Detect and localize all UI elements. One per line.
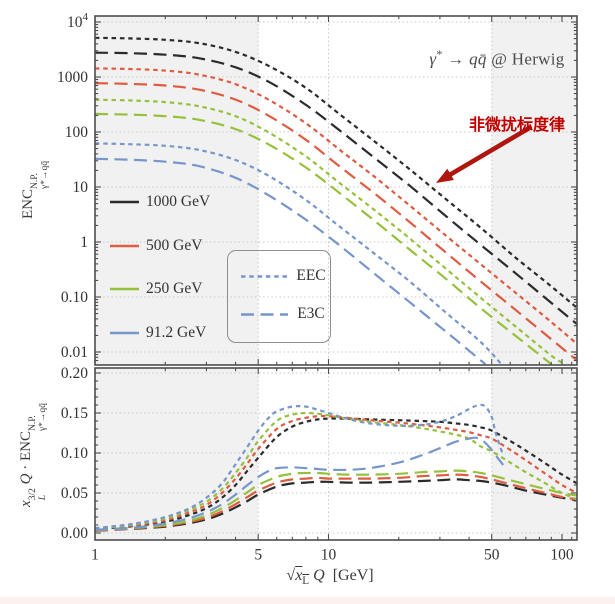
xl-radicand: x [295,567,303,584]
arrow-shaft [446,125,533,178]
curve-eec-500-gev [95,414,577,531]
tick-labels: 104 1000 100 10 1 0.10 0.01 0.00 0.05 0.10 0.15 0.2… [57,11,574,563]
curve-e3c-500-gev [95,473,577,532]
top-panel-curves [95,36,577,365]
xl-radicand-sub: L [302,575,310,588]
xl-sup: 3/2 [27,488,38,501]
annotation-arrow [436,125,533,183]
radical-sign: √ [286,567,296,584]
ytick-label-top: 1000 [57,69,88,86]
curve-e3c-1000-gev [95,51,577,326]
x-axis-label: √xL Q [GeV] [230,567,430,587]
quark-pair: qq̄ [469,49,487,69]
dot-operator: · [18,464,34,470]
y-axis-label-bottom: x 3/2 L Q · ENC N.P. γ*→qq̄ [15,355,48,555]
legend-label-e3c: E3C [297,305,325,322]
units: [GeV] [332,567,374,584]
enc-sub: γ*→qq̄ [40,161,50,189]
ytick-label-top: 0.01 [61,344,88,361]
enc-sup: N.P. [29,173,40,189]
shaded-bands [95,16,577,540]
curve-eec-250-gev [95,98,566,365]
q-var: Q [18,473,34,485]
curve-e3c-250-gev [95,469,577,532]
enc-base: ENC [20,188,36,219]
xtick-label: 10 [321,547,337,564]
curve-eec-91-2-gev [95,142,503,365]
bottom-strip [0,597,615,604]
ytick-label-top: 100 [65,124,89,141]
enc-sup: N.P. [27,415,38,432]
y-axis-label-top: ENC N.P. γ*→qq̄ [17,105,50,275]
legend-label-250gev: 250 GeV [146,280,203,297]
ytick-label-bottom: 0.00 [61,525,88,542]
xtick-label: 1 [91,547,99,564]
curve-e3c-1000-gev [95,478,577,532]
style-legend-box [227,250,331,343]
gamma-symbol: γ [429,49,437,69]
xl-var: x [18,500,34,507]
panel-frames [94,15,578,541]
ytick-label-bottom: 0.05 [61,485,88,502]
bottom-panel-curves [95,403,577,532]
legend-label-eec: EEC [296,267,326,284]
xtick-label: 5 [254,547,262,564]
bottom-panel-frame [94,367,578,541]
enc-base: ENC [18,431,34,462]
arrow-head [436,168,454,183]
q-var: Q [313,567,325,584]
curve-eec-250-gev [95,411,577,530]
ticks [94,16,577,540]
ytick-label-top: 1 [80,234,88,251]
curve-e3c-500-gev [95,82,577,362]
plot-title: γ* → qq̄ @ Herwig [413,47,581,70]
ytick-label-bottom: 0.10 [61,445,88,462]
generator-name: @ Herwig [491,49,565,69]
legend-label-1000gev: 1000 GeV [146,193,211,210]
curve-e3c-250-gev [95,112,552,365]
ytick-label-bottom: 0.20 [61,365,88,382]
ytick-label-bottom: 0.15 [61,405,88,422]
top-panel-frame [94,15,578,366]
curve-e3c-91-2-gev [95,436,505,531]
ytick-label-top: 104 [67,11,89,31]
enc-sub: γ*→qq̄ [38,403,48,432]
band [95,368,259,540]
gamma-star: * [436,47,443,61]
curve-eec-91-2-gev [95,403,505,530]
gridlines [95,16,577,540]
arrow-symbol: → [447,49,465,69]
legend-label-500gev: 500 GeV [146,237,203,254]
np-scaling-annotation: 非微扰标度律 [468,117,565,134]
band [491,368,577,540]
xtick-label: 100 [550,547,574,564]
ytick-label-top: 10 [73,179,89,196]
legend-swatches [110,200,288,335]
band [95,16,259,365]
legend-label-91gev: 91.2 GeV [146,324,207,341]
ytick-label-top: 0.10 [61,289,88,306]
xtick-label: 50 [484,547,500,564]
xl-sub: L [38,494,48,501]
curve-e3c-91-2-gev [95,157,487,365]
